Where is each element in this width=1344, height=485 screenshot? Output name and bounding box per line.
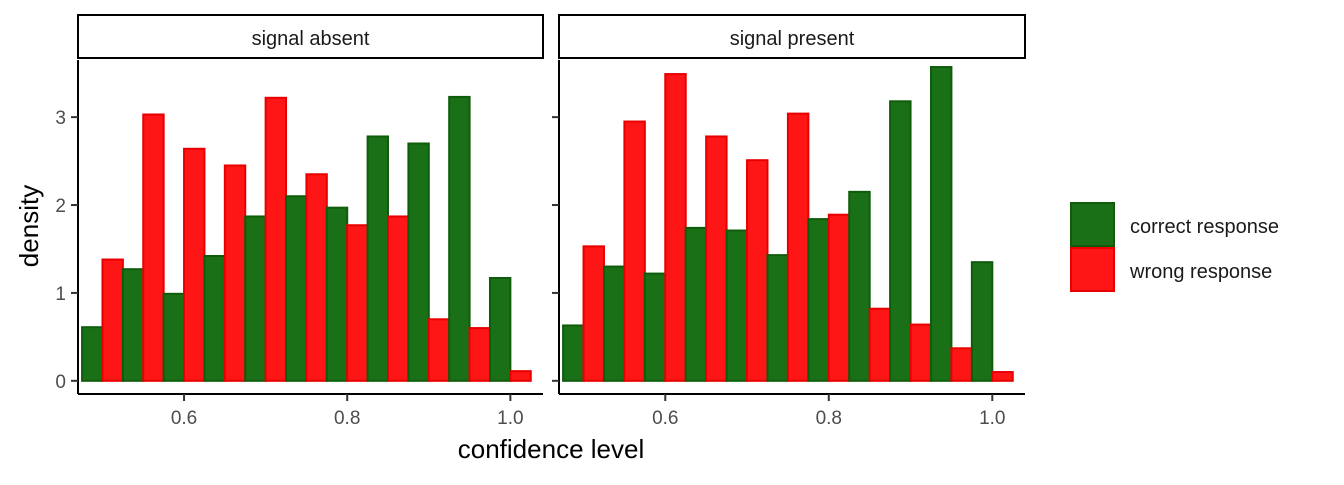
bar-wrong: [264, 96, 288, 382]
legend-key-wrong: [1070, 247, 1115, 292]
facet-panel-1: signal absent 0.6 0.8 1.0 0 1 2 3: [55, 14, 544, 429]
y-tick-label: 2: [55, 196, 66, 217]
bar-wrong: [991, 371, 1014, 382]
bars: [562, 66, 1014, 382]
bar-wrong: [183, 147, 206, 382]
bar-wrong: [664, 73, 687, 382]
x-tick-label: 1.0: [497, 408, 523, 429]
bar-wrong: [509, 370, 532, 382]
bar-correct: [643, 272, 667, 382]
bar-wrong: [346, 224, 369, 382]
bars: [81, 95, 532, 382]
bar-correct: [407, 142, 430, 382]
bar-correct: [970, 261, 994, 382]
legend: correct response wrong response: [1070, 202, 1279, 292]
bar-correct: [766, 254, 789, 382]
bar-correct: [488, 276, 512, 382]
bar-wrong: [868, 307, 892, 382]
bar-wrong: [305, 173, 328, 382]
y-tick-label: 1: [55, 284, 66, 305]
legend-item-correct: correct response: [1070, 202, 1279, 247]
facet-strip-label: signal present: [730, 28, 855, 50]
bar-correct: [684, 226, 708, 382]
facet-strip: [558, 14, 1026, 59]
bar-wrong: [427, 318, 451, 382]
bar-wrong: [387, 215, 410, 382]
legend-label: correct response: [1130, 216, 1279, 238]
facet-panel-2: signal present 0.6 0.8 1.0: [552, 14, 1026, 429]
x-axis-title: confidence level: [458, 434, 644, 464]
facet-strip: [77, 14, 544, 59]
bar-correct: [325, 206, 349, 382]
bar-correct: [725, 229, 749, 382]
bar-wrong: [101, 258, 124, 382]
bar-correct: [929, 66, 953, 382]
y-tick-label: 3: [55, 108, 66, 129]
bar-correct: [285, 195, 308, 382]
bar-wrong: [950, 347, 973, 382]
legend-label: wrong response: [1129, 261, 1272, 283]
bar-wrong: [786, 112, 810, 382]
legend-item-wrong: wrong response: [1070, 247, 1272, 292]
x-tick-label: 0.6: [171, 408, 197, 429]
bar-correct: [81, 326, 104, 382]
bar-correct: [244, 215, 267, 382]
bar-correct: [121, 268, 145, 382]
facet-strip-label: signal absent: [252, 28, 370, 50]
bar-wrong: [746, 159, 769, 382]
x-tick-label: 0.6: [652, 408, 678, 429]
bar-correct: [366, 135, 389, 382]
bar-correct: [562, 324, 585, 382]
bar-wrong: [705, 135, 728, 382]
x-tick-label: 0.8: [816, 408, 842, 429]
x-tick-label: 0.8: [334, 408, 360, 429]
bar-correct: [807, 218, 830, 382]
bar-correct: [203, 255, 226, 382]
bar-wrong: [582, 245, 605, 382]
bar-wrong: [909, 323, 932, 382]
bar-correct: [448, 95, 471, 382]
bar-wrong: [623, 120, 646, 382]
bar-correct: [162, 292, 186, 382]
x-tick-label: 1.0: [979, 408, 1005, 429]
legend-key-correct: [1070, 202, 1115, 247]
bar-wrong: [142, 113, 165, 382]
y-tick-label: 0: [55, 372, 66, 393]
bar-correct: [602, 265, 626, 382]
y-axis-title: density: [14, 185, 44, 267]
bar-wrong: [223, 164, 247, 382]
bar-correct: [889, 100, 912, 382]
bar-wrong: [827, 213, 851, 382]
bar-wrong: [468, 327, 491, 382]
facet-panels: signal absent 0.6 0.8 1.0 0 1 2 3 signal present…: [55, 14, 1026, 429]
bar-correct: [848, 190, 871, 382]
